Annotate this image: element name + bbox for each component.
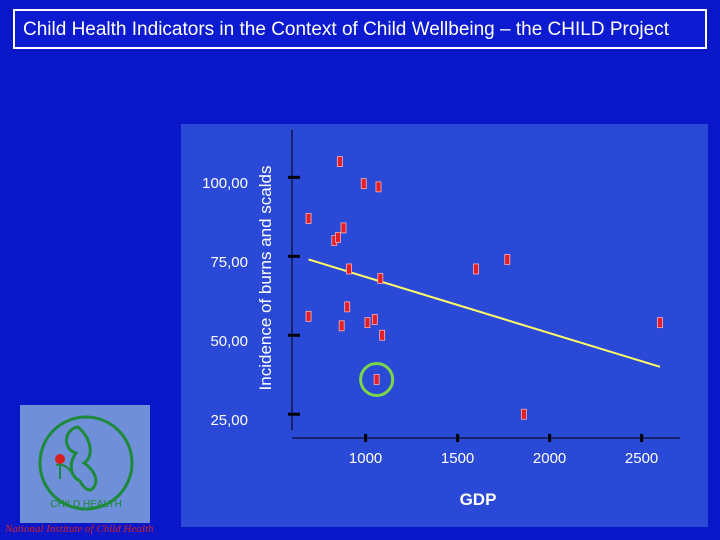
data-point bbox=[344, 301, 351, 313]
data-point bbox=[373, 374, 380, 385]
data-point bbox=[335, 231, 341, 243]
data-point bbox=[305, 213, 312, 224]
data-point bbox=[657, 317, 663, 329]
logo-text: CHILD HEALTH bbox=[50, 499, 122, 510]
trend-line bbox=[308, 258, 661, 368]
x-tick-label: 1500 bbox=[440, 450, 475, 467]
data-point bbox=[375, 181, 382, 193]
data-point bbox=[473, 263, 479, 275]
y-tick-label: 75,00 bbox=[210, 254, 248, 272]
data-point bbox=[360, 178, 367, 190]
data-point bbox=[336, 156, 343, 167]
x-tick-label: 2500 bbox=[624, 450, 659, 467]
logo-caption: National Institute of Child Health bbox=[5, 523, 154, 535]
x-tick-label: 1000 bbox=[348, 450, 383, 467]
logo-emblem-icon: CHILD HEALTH bbox=[38, 415, 134, 511]
data-point bbox=[377, 273, 384, 284]
plot-panel bbox=[181, 124, 708, 527]
data-point bbox=[379, 329, 386, 341]
data-point bbox=[504, 254, 511, 265]
data-point bbox=[338, 320, 345, 332]
y-tick-label: 50,00 bbox=[210, 333, 248, 351]
page-title: Child Health Indicators in the Context o… bbox=[23, 19, 669, 40]
data-point bbox=[364, 317, 371, 329]
title-box: Child Health Indicators in the Context o… bbox=[13, 9, 707, 49]
data-point bbox=[305, 310, 312, 322]
x-tick-label: 2000 bbox=[532, 450, 567, 467]
data-point bbox=[346, 263, 352, 275]
institute-logo: CHILD HEALTH bbox=[20, 405, 150, 523]
y-tick-label: 100,00 bbox=[202, 175, 248, 193]
y-tick-label: 25,00 bbox=[210, 412, 248, 430]
data-point bbox=[340, 222, 347, 234]
highlight-circle bbox=[359, 361, 395, 397]
x-axis-label: GDP bbox=[459, 490, 497, 509]
data-point bbox=[371, 314, 378, 325]
data-point bbox=[520, 408, 527, 420]
